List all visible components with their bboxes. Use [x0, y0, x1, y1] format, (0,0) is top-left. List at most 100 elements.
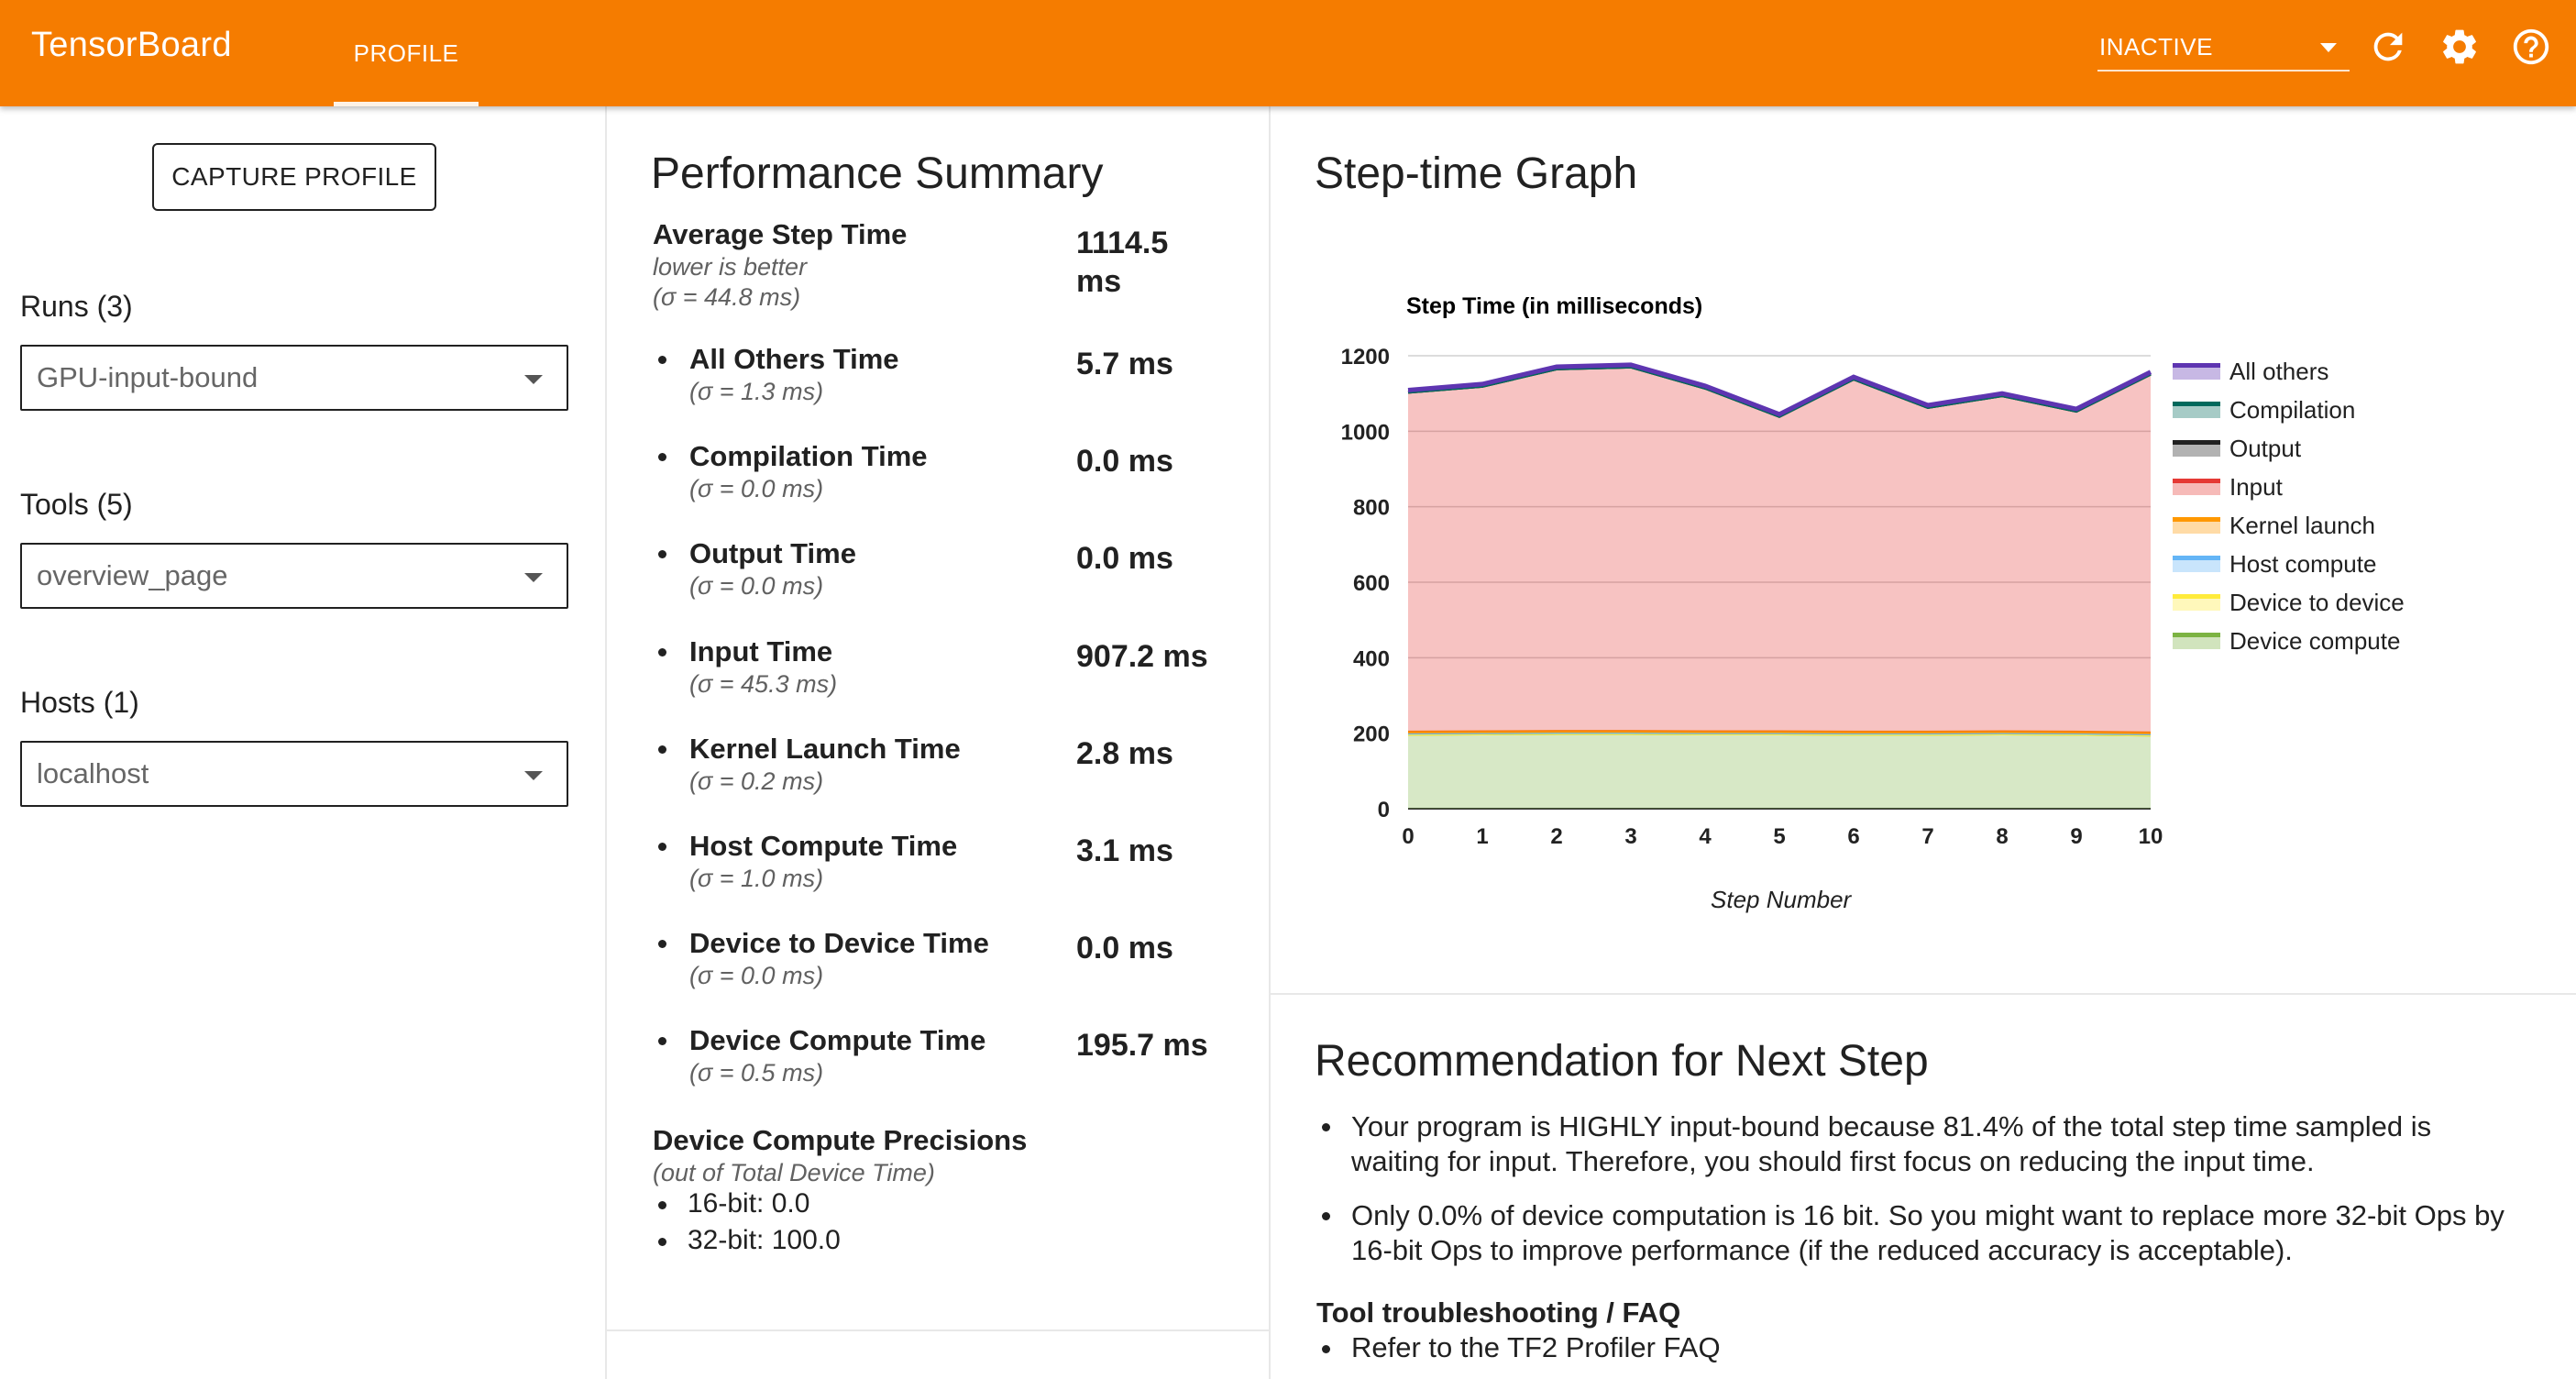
- summary-item-sigma: (σ = 0.0 ms): [689, 475, 824, 503]
- x-tick-label: 5: [1773, 824, 1785, 849]
- precisions-subtitle: (out of Total Device Time): [653, 1159, 935, 1186]
- y-tick-label: 400: [1353, 646, 1390, 671]
- summary-item-label: Compilation Time: [689, 440, 928, 473]
- recommendation-item: Your program is HIGHLY input-bound becau…: [1316, 1109, 2545, 1179]
- area-series-input: [1408, 367, 2151, 734]
- profile-status-dropdown[interactable]: INACTIVE: [2097, 24, 2350, 72]
- legend-swatch: [2173, 594, 2220, 611]
- x-tick-label: 9: [2070, 824, 2082, 849]
- legend-swatch: [2173, 556, 2220, 572]
- runs-label: Runs (3): [20, 290, 133, 323]
- status-value: INACTIVE: [2099, 32, 2213, 61]
- bullet: [658, 745, 666, 754]
- x-tick-label: 10: [2139, 824, 2163, 849]
- chevron-down-icon: [2320, 43, 2337, 52]
- x-tick-label: 1: [1476, 824, 1488, 849]
- y-tick-label: 200: [1353, 723, 1390, 747]
- summary-item-sigma: (σ = 0.0 ms): [689, 572, 824, 601]
- summary-item-value: 5.7 ms: [1076, 347, 1173, 381]
- step-time-graph-title: Step-time Graph: [1315, 149, 1638, 198]
- summary-item-sigma: (σ = 0.2 ms): [689, 767, 824, 795]
- y-tick-label: 800: [1353, 496, 1390, 521]
- legend-swatch: [2173, 402, 2220, 418]
- help-icon[interactable]: [2510, 26, 2552, 68]
- sidebar: [0, 106, 605, 1379]
- legend-label: Device compute: [2229, 626, 2401, 655]
- x-tick-label: 7: [1921, 824, 1933, 849]
- average-step-time-value: 1114.5 ms: [1076, 224, 1168, 301]
- summary-item-sigma: (σ = 0.5 ms): [689, 1059, 824, 1087]
- summary-item-value: 195.7 ms: [1076, 1028, 1208, 1064]
- hosts-label: Hosts (1): [20, 686, 139, 719]
- average-step-time-label: Average Step Time: [653, 218, 908, 250]
- capture-profile-button[interactable]: CAPTURE PROFILE: [152, 143, 436, 211]
- legend-label: Compilation: [2229, 395, 2356, 424]
- legend-item: Input: [2173, 468, 2405, 506]
- summary-item: Device Compute Time (σ = 0.5 ms) 195.7 ms: [653, 1024, 1239, 1087]
- x-axis-title: Step Number: [1711, 886, 1852, 913]
- active-tab-indicator: [334, 102, 479, 106]
- x-tick-label: 0: [1402, 824, 1414, 849]
- recommendation-text: Your program is HIGHLY input-bound becau…: [1351, 1110, 2432, 1142]
- hosts-select[interactable]: localhost: [20, 741, 568, 807]
- legend-swatch: [2173, 633, 2220, 649]
- section-divider: [607, 1329, 1269, 1331]
- line-series-all-others: [1407, 362, 2152, 417]
- summary-item-label: Output Time: [689, 537, 856, 570]
- legend-label: Input: [2229, 472, 2283, 501]
- bullet: [658, 940, 666, 949]
- tools-select[interactable]: overview_page: [20, 543, 568, 609]
- tools-select-value: overview_page: [37, 559, 228, 591]
- recommendation-text: Only 0.0% of device computation is 16 bi…: [1351, 1199, 2504, 1231]
- faq-link[interactable]: Refer to the TF2 Profiler FAQ: [1351, 1331, 1721, 1363]
- average-value-number: 1114.5: [1076, 226, 1169, 260]
- settings-icon[interactable]: [2438, 26, 2481, 68]
- summary-item-label: Host Compute Time: [689, 830, 958, 862]
- bullet: [658, 647, 666, 656]
- bullet: [1322, 1123, 1330, 1131]
- summary-item-value: 3.1 ms: [1076, 833, 1173, 868]
- area-series-device-compute: [1408, 734, 2151, 809]
- summary-item: Output Time (σ = 0.0 ms) 0.0 ms: [653, 537, 1239, 601]
- bullet: [658, 1037, 666, 1046]
- section-divider: [1271, 993, 2576, 995]
- summary-item-value: 2.8 ms: [1076, 735, 1173, 771]
- x-tick-label: 6: [1847, 824, 1859, 849]
- average-step-time-note: lower is better: [653, 253, 808, 281]
- x-tick-label: 4: [1699, 824, 1712, 849]
- summary-item: All Others Time (σ = 1.3 ms) 5.7 ms: [653, 343, 1239, 406]
- faq-item: Refer to the TF2 Profiler FAQ: [1316, 1331, 1721, 1364]
- x-tick-label: 3: [1624, 824, 1636, 849]
- tab-profile-label: PROFILE: [353, 39, 459, 67]
- bullet: [658, 550, 666, 559]
- legend-swatch: [2173, 479, 2220, 495]
- legend-label: Kernel launch: [2229, 511, 2375, 539]
- legend-item: Kernel launch: [2173, 506, 2405, 545]
- column-divider: [605, 106, 607, 1379]
- bullet: [658, 843, 666, 851]
- precision-16bit: 16-bit: 0.0: [688, 1188, 810, 1219]
- summary-item-sigma: (σ = 0.0 ms): [689, 962, 824, 990]
- legend-item: Output: [2173, 429, 2405, 468]
- summary-item-sigma: (σ = 1.0 ms): [689, 865, 824, 892]
- bullet: [1322, 1345, 1330, 1353]
- refresh-icon[interactable]: [2367, 26, 2409, 68]
- summary-item: Compilation Time (σ = 0.0 ms) 0.0 ms: [653, 440, 1239, 503]
- summary-item-sigma: (σ = 1.3 ms): [689, 378, 824, 405]
- legend-label: All others: [2229, 357, 2329, 385]
- summary-item: Kernel Launch Time (σ = 0.2 ms) 2.8 ms: [653, 733, 1239, 796]
- precision-item: 32-bit: 100.0: [653, 1225, 841, 1256]
- y-tick-label: 600: [1353, 571, 1390, 596]
- performance-summary-title: Performance Summary: [651, 149, 1104, 198]
- runs-select[interactable]: GPU-input-bound: [20, 345, 568, 411]
- tab-profile[interactable]: PROFILE: [334, 0, 479, 106]
- chevron-down-icon: [524, 771, 543, 780]
- y-tick-label: 0: [1378, 798, 1390, 822]
- chart-title: Step Time (in milliseconds): [1406, 293, 1703, 319]
- legend-swatch: [2173, 363, 2220, 380]
- tools-label: Tools (5): [20, 488, 133, 521]
- top-app-bar: TensorBoard PROFILE INACTIVE: [0, 0, 2576, 106]
- summary-item-value: 0.0 ms: [1076, 444, 1173, 480]
- legend-item: All others: [2173, 352, 2405, 391]
- column-divider: [1269, 106, 1271, 1379]
